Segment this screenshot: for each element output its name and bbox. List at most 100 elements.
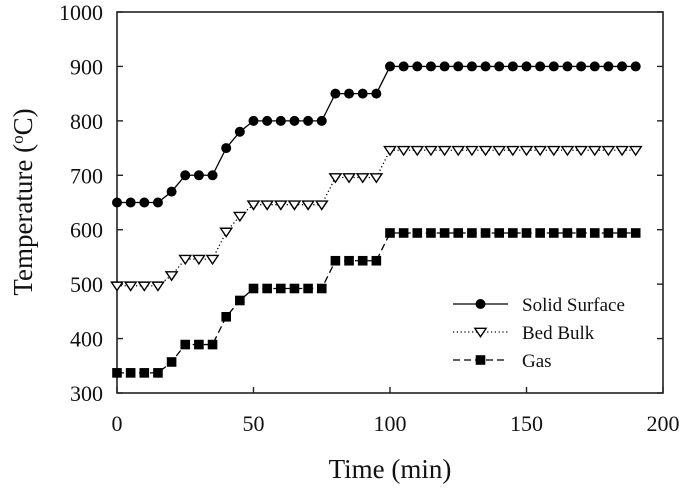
data-point-bed-bulk [451,145,466,157]
data-point-bed-bulk [505,145,520,157]
data-point-solid-surface [330,88,341,99]
data-point-bed-bulk [191,254,206,266]
data-point-solid-surface [617,61,628,72]
data-point-bed-bulk [110,281,124,292]
data-point-gas [617,228,627,238]
data-point-gas [303,283,313,294]
data-point-solid-surface [112,197,122,208]
data-point-solid-surface [466,61,477,72]
data-point-solid-surface [234,126,245,137]
data-point-solid-surface [357,88,368,99]
data-point-gas [316,283,327,294]
data-point-solid-surface [453,61,464,72]
data-point-bed-bulk [587,145,602,157]
x-tick-label: 100 [374,411,407,436]
data-point-gas [125,368,136,378]
data-point-bed-bulk [574,145,589,157]
x-axis-ticks: 0 50 100 150 200 [112,387,680,436]
data-point-solid-surface [193,170,204,181]
data-point-bed-bulk [232,211,247,223]
data-point-gas [508,228,518,238]
data-point-solid-surface [125,197,136,208]
data-point-solid-surface [562,61,573,72]
data-point-solid-surface [439,61,450,72]
legend-marker-icon [475,299,486,309]
legend-label: Gas [522,351,552,372]
data-point-bed-bulk [546,145,561,157]
data-point-solid-surface [275,115,286,126]
data-point-solid-surface [248,115,259,126]
data-point-gas [521,228,532,238]
x-axis-title: Time (min) [329,454,452,484]
data-point-bed-bulk [342,173,356,184]
y-tick-label: 700 [70,163,103,188]
data-point-gas [385,228,395,238]
data-point-gas [289,283,300,294]
data-point-solid-surface [221,143,232,154]
data-point-bed-bulk [533,145,548,157]
data-point-gas [562,228,573,238]
x-tick-label: 150 [510,411,543,436]
data-point-gas [412,228,423,238]
data-point-solid-surface [480,61,491,72]
data-point-gas [139,368,150,378]
data-point-bed-bulk [301,200,316,211]
data-point-solid-surface [521,61,532,72]
y-axis-ticks: 300 400 500 600 700 800 900 1000 [59,0,663,406]
data-point-solid-surface [603,61,614,72]
data-point-solid-surface [412,61,423,72]
data-point-bed-bulk [205,254,220,266]
data-point-gas [535,228,545,238]
data-point-gas [166,357,177,367]
data-point-bed-bulk [478,145,493,157]
data-point-bed-bulk [369,173,384,184]
data-point-solid-surface [494,61,505,72]
y-tick-label: 600 [70,218,103,243]
data-point-solid-surface [262,115,273,126]
data-point-solid-surface [576,61,587,72]
data-point-bed-bulk [560,145,575,157]
y-tick-label: 800 [70,109,103,134]
y-axis-title-main: Temperature ( [8,144,38,296]
data-point-bed-bulk [137,281,152,292]
data-point-solid-surface [425,61,436,72]
data-point-bed-bulk [164,271,179,282]
data-point-bed-bulk [246,200,261,211]
legend-marker-icon [475,355,486,365]
data-point-gas [344,255,354,266]
data-point-gas [494,228,504,238]
data-point-solid-surface [548,61,559,72]
data-point-bed-bulk [287,200,302,211]
data-point-gas [549,228,559,238]
data-point-bed-bulk [178,254,193,266]
data-point-bed-bulk [151,281,165,292]
y-axis-title-unit: C) [8,108,38,135]
data-point-bed-bulk [355,173,370,184]
data-point-bed-bulk [437,145,452,157]
data-point-gas [357,255,368,266]
data-point-gas [180,339,191,350]
series-bed-bulk [110,145,643,292]
series-layer [110,61,643,378]
data-point-gas [426,228,436,238]
y-tick-label: 400 [70,327,103,352]
data-point-solid-surface [207,170,218,181]
legend-item-solid-surface: Solid Surface [453,295,625,316]
data-point-bed-bulk [328,173,343,184]
y-tick-label: 500 [70,272,103,297]
data-point-gas [112,368,122,378]
data-point-solid-surface [152,197,163,208]
data-point-bed-bulk [601,145,616,157]
data-point-gas [603,228,614,238]
data-point-solid-surface [180,170,191,181]
data-point-gas [262,283,272,294]
data-point-gas [235,295,245,306]
data-point-gas [576,228,586,238]
data-point-solid-surface [535,61,546,72]
legend-item-bed-bulk: Bed Bulk [453,323,595,344]
data-point-solid-surface [630,61,641,72]
legend-item-gas: Gas [453,351,552,372]
data-point-gas [398,228,409,238]
data-point-gas [467,228,477,238]
